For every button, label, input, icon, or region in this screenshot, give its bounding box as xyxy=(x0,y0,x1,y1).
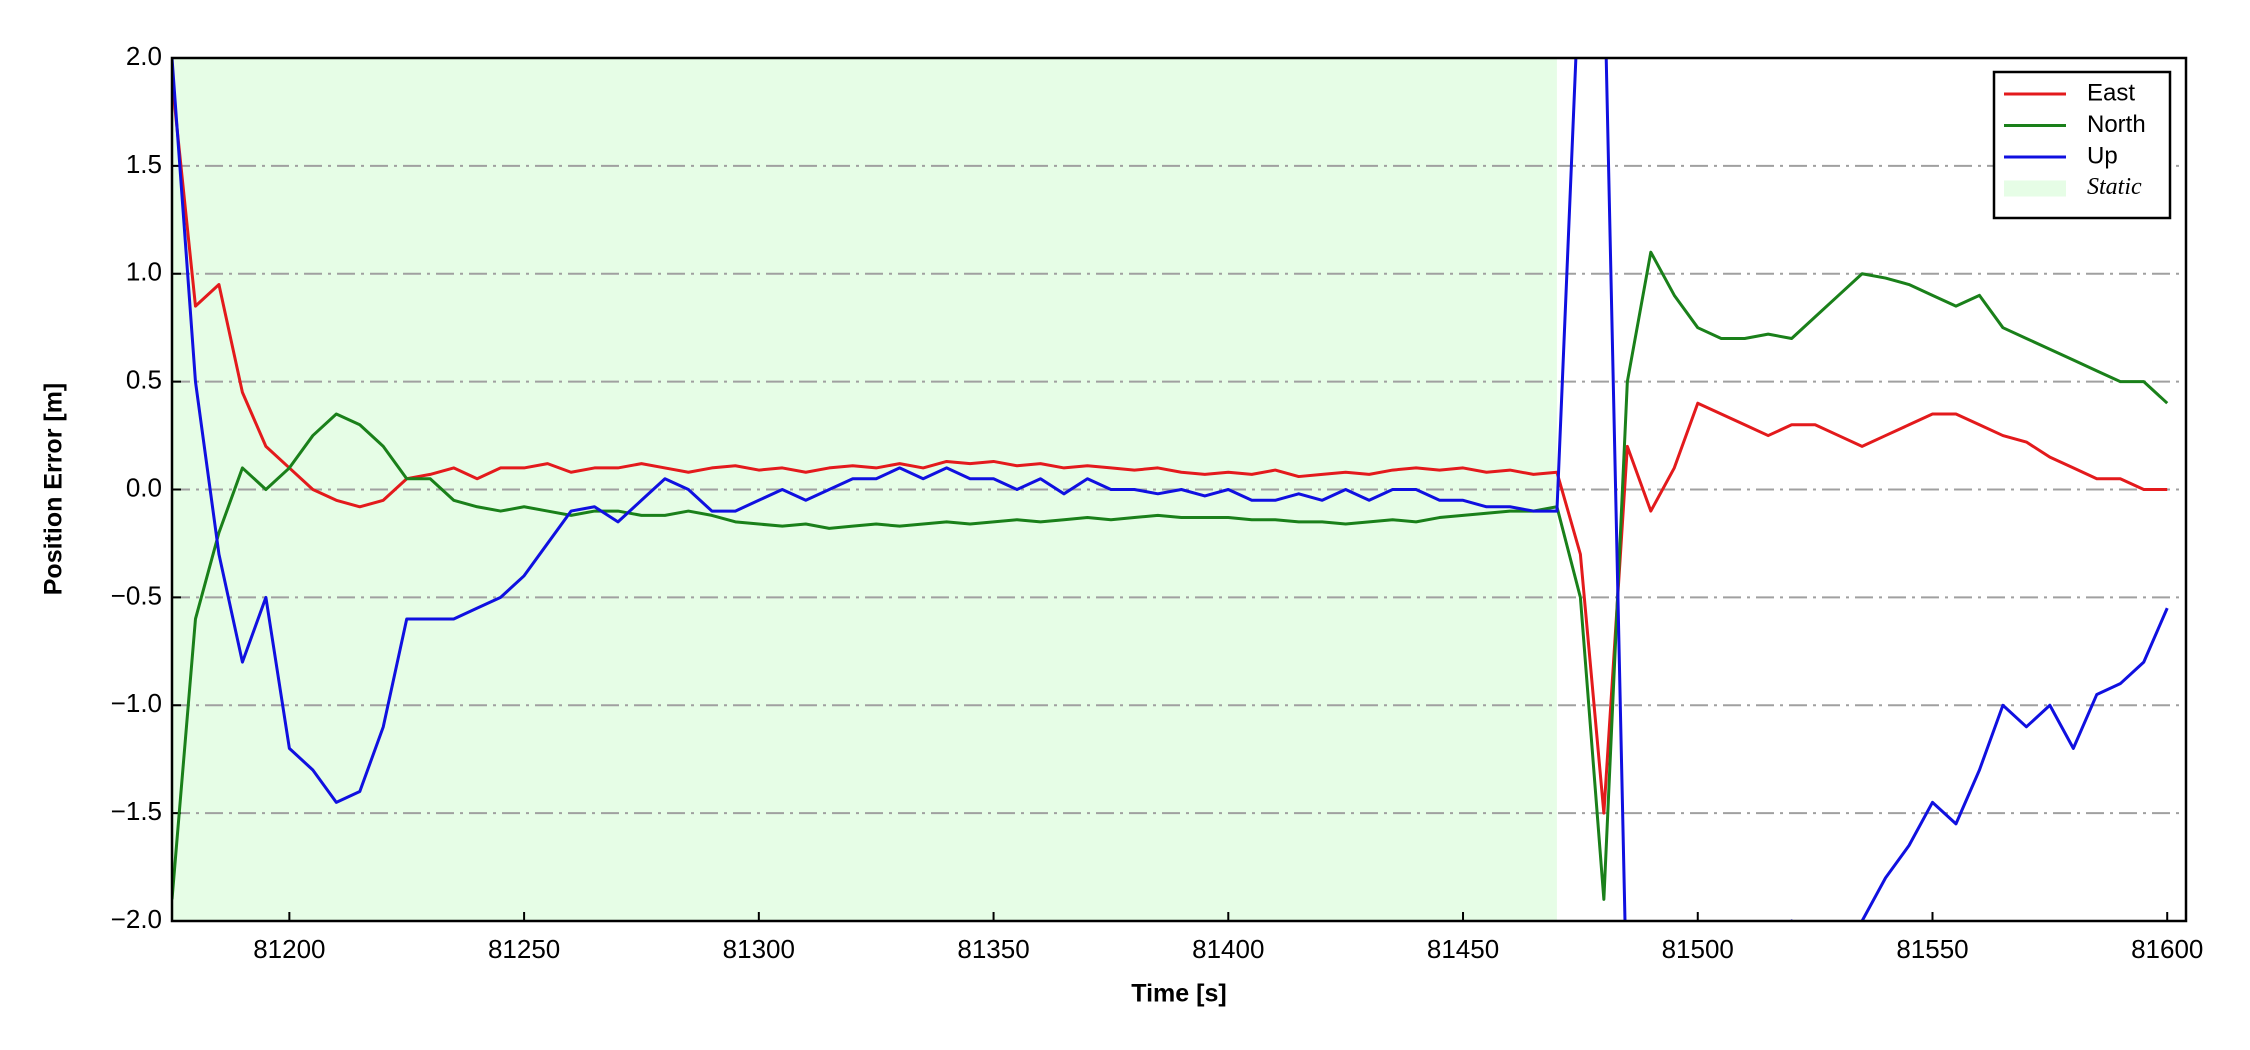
x-tick-label: 81300 xyxy=(723,934,795,964)
y-tick-label: 1.0 xyxy=(126,257,162,287)
legend-label: Up xyxy=(2087,142,2118,169)
legend-label: East xyxy=(2087,79,2135,106)
series-line xyxy=(172,250,2169,901)
y-tick-label: 2.0 xyxy=(126,41,162,71)
span xyxy=(172,58,1557,921)
legend-label: Static xyxy=(2087,174,2142,200)
y-axis-label: Position Error [m] xyxy=(40,383,68,596)
x-axis-label: Time [s] xyxy=(1131,980,1226,1008)
x-tick-label: 81200 xyxy=(253,934,325,964)
y-tick-label: 0.5 xyxy=(126,365,162,395)
x-tick-label: 81500 xyxy=(1662,934,1734,964)
legend-swatch xyxy=(2004,180,2066,197)
x-tick-label: 81600 xyxy=(2131,934,2203,964)
x-tick-label: 81350 xyxy=(957,934,1029,964)
x-tick-label: 81450 xyxy=(1427,934,1499,964)
series-line xyxy=(172,79,2168,815)
x-tick-label: 81250 xyxy=(488,934,560,964)
y-tick-label: 1.5 xyxy=(126,149,162,179)
plot-lines xyxy=(172,58,2169,921)
legend-label: North xyxy=(2087,111,2146,138)
y-tick-label: −0.5 xyxy=(111,580,162,610)
series-line xyxy=(172,58,2169,921)
plot-frame xyxy=(170,56,2188,923)
x-tick-label: 81400 xyxy=(1192,934,1264,964)
y-tick-label: −1.0 xyxy=(111,688,162,718)
y-tick-label: −1.5 xyxy=(111,796,162,826)
y-tick-label: −2.0 xyxy=(111,904,162,934)
x-tick-label: 81550 xyxy=(1896,934,1968,964)
y-tick-label: 0.0 xyxy=(126,472,162,502)
